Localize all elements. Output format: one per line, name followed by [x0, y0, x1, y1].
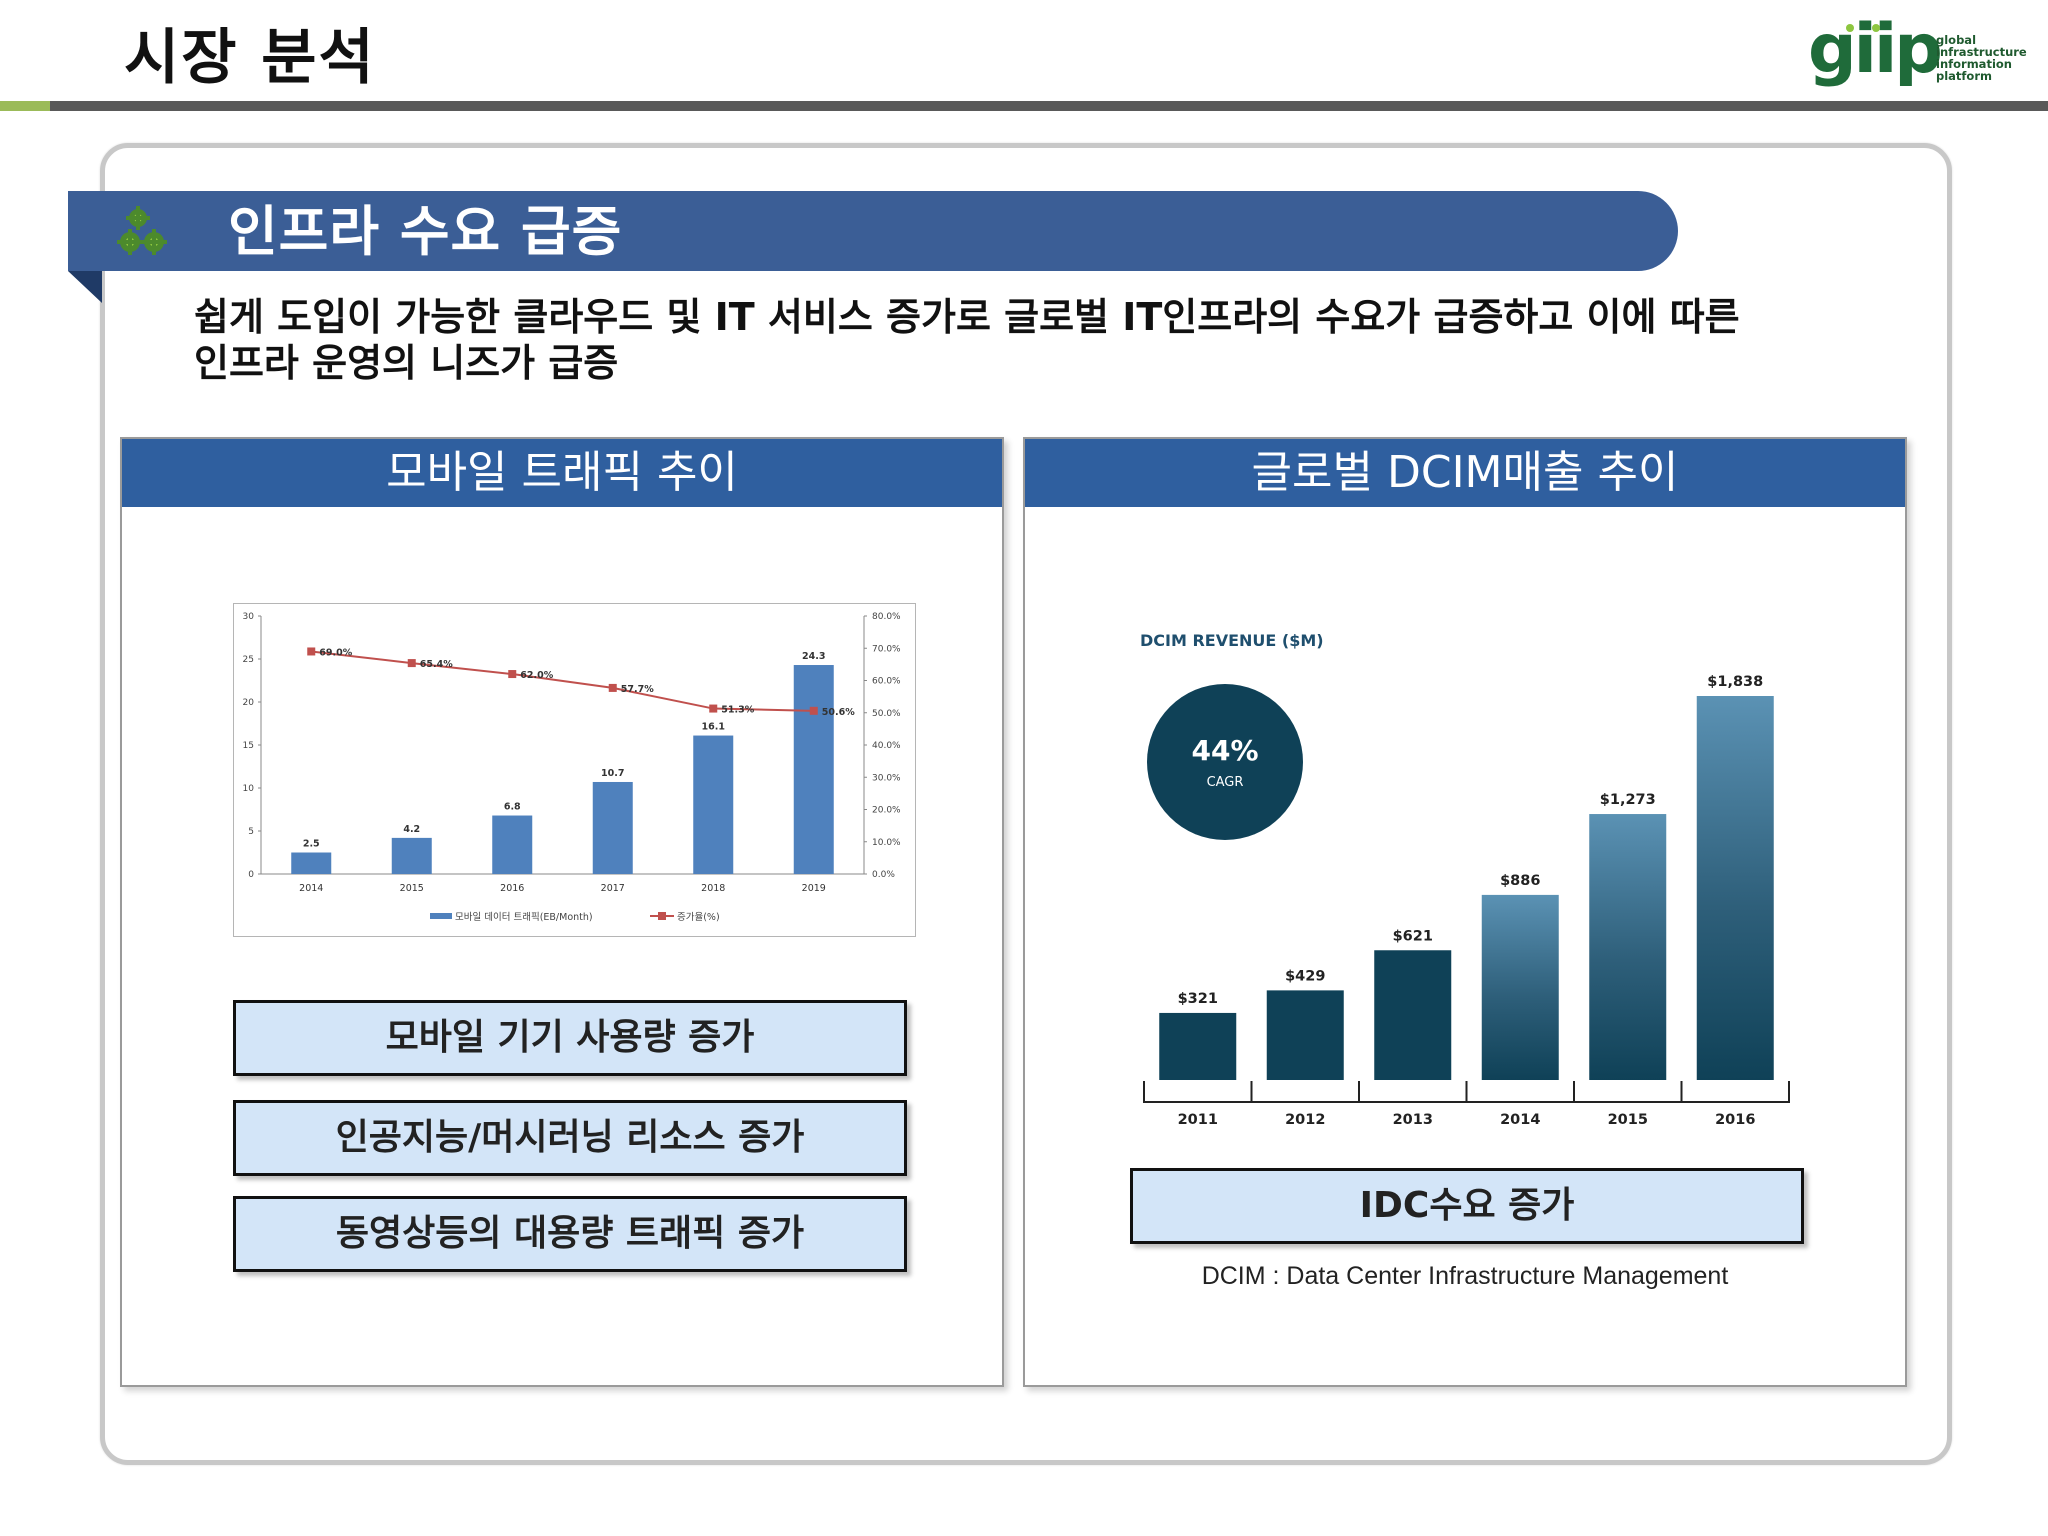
section-title: 인프라 수요 급증 — [228, 200, 623, 263]
logo-dots-icon — [1846, 24, 1880, 32]
x-tick-label: 2015 — [400, 883, 424, 894]
y-tick-label: 5 — [248, 827, 254, 837]
dcim-bar-label: $1,838 — [1707, 674, 1763, 690]
dcim-x-label: 2016 — [1715, 1112, 1755, 1128]
mobile-usage-box: 모바일 기기 사용량 증가 — [233, 1000, 907, 1076]
traffic-bar-label: 2.5 — [303, 839, 320, 850]
y-tick-label: 30 — [243, 612, 255, 622]
dcim-x-label: 2012 — [1285, 1112, 1325, 1128]
traffic-bar-label: 4.2 — [403, 824, 420, 835]
dcim-revenue-chart: DCIM REVENUE ($M) 44% CAGR $321 2011 $429 2012… — [1140, 631, 1790, 1128]
growth-rate-label: 50.6% — [822, 707, 855, 718]
dcim-chart-title: DCIM REVENUE ($M) — [1140, 631, 1324, 650]
cagr-value: 44% — [1191, 734, 1258, 767]
logo-line-3: information — [1936, 57, 2012, 71]
legend-bar-swatch — [430, 913, 452, 919]
cagr-circle — [1147, 684, 1303, 840]
logo-line-4: platform — [1936, 69, 1992, 83]
traffic-bar — [693, 735, 734, 874]
traffic-bar-label: 10.7 — [601, 768, 624, 779]
logo-line-1: global — [1936, 33, 1977, 47]
logo-wordmark: giip — [1808, 10, 1943, 89]
traffic-bar — [391, 837, 432, 874]
dcim-bar — [1159, 1012, 1237, 1080]
growth-rate-marker — [709, 704, 718, 713]
growth-rate-marker — [407, 659, 416, 668]
y-tick-label: 10 — [243, 784, 255, 794]
dcim-bar — [1481, 894, 1559, 1080]
y2-tick-label: 0.0% — [872, 870, 895, 880]
y2-tick-label: 70.0% — [872, 644, 901, 654]
traffic-bar — [492, 815, 533, 874]
legend-line-label: 증가율(%) — [677, 912, 720, 923]
dcim-bar — [1696, 696, 1774, 1080]
y2-tick-label: 30.0% — [872, 773, 901, 783]
traffic-bar — [291, 852, 332, 874]
traffic-bar-label: 6.8 — [504, 802, 521, 813]
mobile-traffic-panel-title: 모바일 트래픽 추이 — [122, 439, 1002, 507]
legend-line-marker — [658, 912, 666, 920]
dcim-x-label: 2014 — [1500, 1112, 1540, 1128]
growth-rate-label: 57.7% — [621, 684, 654, 695]
x-tick-label: 2019 — [802, 883, 826, 894]
growth-rate-label: 62.0% — [520, 670, 553, 681]
dcim-x-label: 2015 — [1608, 1112, 1648, 1128]
growth-rate-marker — [809, 706, 818, 715]
x-tick-label: 2014 — [299, 883, 323, 894]
dcim-x-label: 2011 — [1178, 1112, 1218, 1128]
growth-rate-label: 69.0% — [319, 647, 352, 658]
growth-rate-label: 51.3% — [721, 705, 754, 716]
dcim-bar — [1589, 814, 1667, 1080]
y2-tick-label: 60.0% — [872, 677, 901, 687]
description-line-2: 인프라 운영의 니즈가 급증 — [194, 341, 619, 385]
y-tick-label: 25 — [243, 655, 254, 665]
video-traffic-box: 동영상등의 대용량 트래픽 증가 — [233, 1196, 907, 1272]
section-header-bar — [68, 191, 1678, 271]
traffic-bar — [592, 781, 633, 874]
growth-rate-marker — [508, 670, 517, 679]
dcim-bar-label: $321 — [1178, 991, 1218, 1007]
x-tick-label: 2016 — [500, 883, 524, 894]
x-tick-label: 2017 — [601, 883, 625, 894]
page-title: 시장 분석 — [124, 23, 376, 93]
logo-line-2: infrastructure — [1936, 45, 2027, 59]
gears-icon — [117, 206, 167, 255]
traffic-bar-label: 16.1 — [702, 722, 725, 733]
dcim-bar — [1374, 950, 1452, 1080]
growth-rate-marker — [608, 683, 617, 692]
growth-rate-line — [311, 650, 814, 712]
dcim-bar-label: $886 — [1500, 873, 1540, 889]
y-tick-label: 0 — [248, 870, 254, 880]
dcim-definition-note: DCIM : Data Center Infrastructure Manage… — [1201, 1262, 1729, 1290]
header-rule-accent — [0, 101, 50, 111]
growth-rate-marker — [307, 647, 316, 656]
mobile-traffic-chart: 0 5 10 15 20 25 30 0.0% 10.0% 20.0% 30.0% 40.0% 50.0… — [233, 603, 916, 937]
y2-tick-label: 40.0% — [872, 741, 901, 751]
section-header-fold — [68, 271, 102, 303]
dcim-bar-label: $621 — [1393, 928, 1433, 944]
y2-tick-label: 10.0% — [872, 838, 901, 848]
dcim-bar-label: $1,273 — [1600, 792, 1656, 808]
traffic-bar — [793, 665, 834, 874]
dcim-revenue-panel-title: 글로벌 DCIM매출 추이 — [1025, 439, 1905, 507]
giip-logo: giip global infrastructure information p… — [1808, 10, 2027, 94]
traffic-bar-label: 24.3 — [802, 651, 825, 662]
dcim-bar — [1266, 990, 1344, 1080]
y-tick-label: 20 — [243, 698, 255, 708]
ai-ml-resource-box: 인공지능/머시러닝 리소스 증가 — [233, 1100, 907, 1176]
legend-bar-label: 모바일 데이터 트래픽(EB/Month) — [455, 912, 593, 923]
growth-rate-label: 65.4% — [420, 659, 453, 670]
y-tick-label: 15 — [243, 741, 254, 751]
dcim-bar-label: $429 — [1285, 968, 1325, 984]
y2-tick-label: 50.0% — [872, 709, 901, 719]
idc-demand-box: IDC수요 증가 — [1130, 1168, 1804, 1244]
dcim-x-label: 2013 — [1393, 1112, 1433, 1128]
x-tick-label: 2018 — [701, 883, 725, 894]
y2-tick-label: 80.0% — [872, 612, 901, 622]
cagr-label: CAGR — [1207, 775, 1244, 790]
header-rule — [50, 101, 2048, 111]
description-line-1: 쉽게 도입이 가능한 클라우드 및 IT 서비스 증가로 글로벌 IT인프라의 … — [194, 295, 1740, 339]
y2-tick-label: 20.0% — [872, 806, 901, 816]
